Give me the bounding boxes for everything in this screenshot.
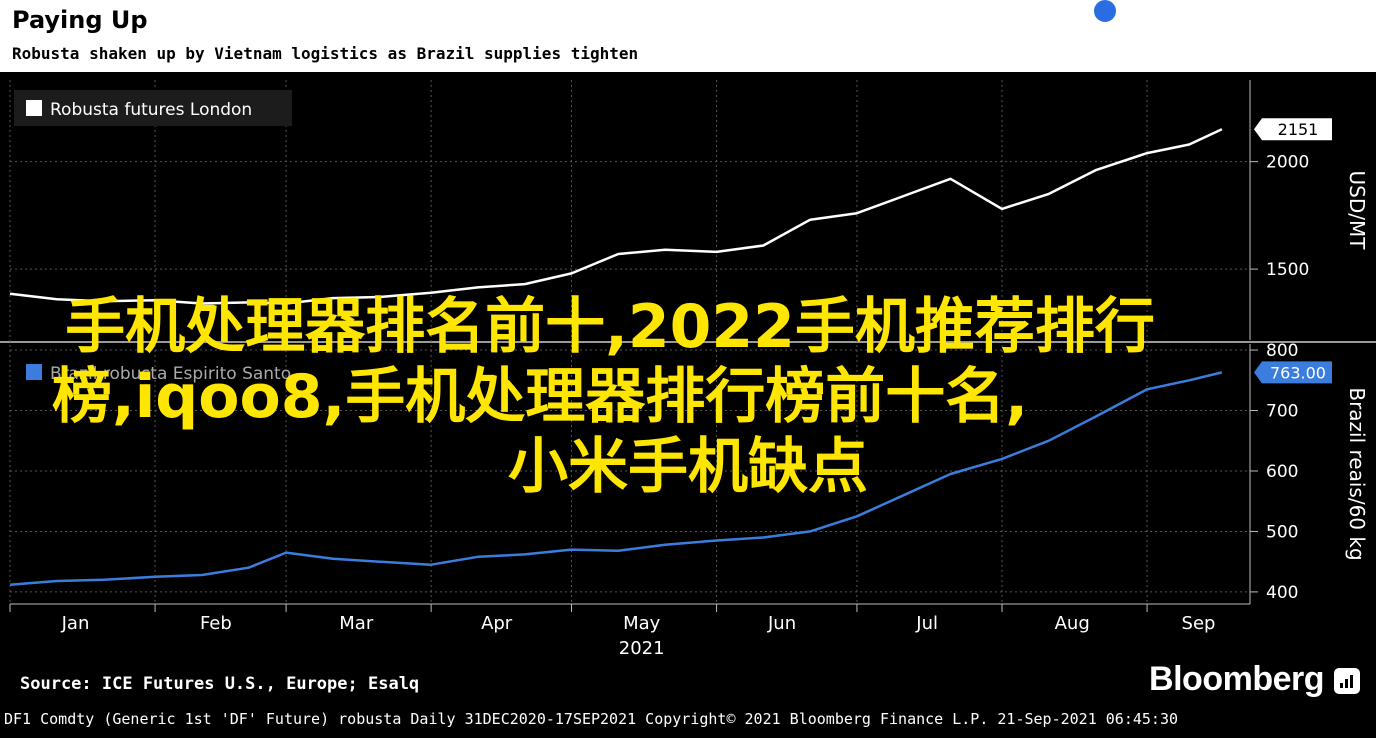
last-value-label-0: 2151 bbox=[1278, 120, 1319, 139]
x-tick-label-2: Mar bbox=[339, 613, 374, 634]
legend-swatch-0 bbox=[26, 100, 42, 116]
legend-label-0: Robusta futures London bbox=[50, 100, 252, 120]
chart-title: Paying Up bbox=[12, 6, 148, 34]
x-tick-label-8: Sep bbox=[1182, 613, 1216, 634]
x-tick-label-6: Jul bbox=[915, 613, 938, 634]
bloomberg-icon bbox=[1334, 668, 1360, 694]
chart: 1500 2000 USD/MT 2151 Robusta futures London… bbox=[0, 80, 1376, 659]
overlay-caption-line-2: 榜,iqoo8,手机处理器排行榜前十名, bbox=[51, 362, 1029, 432]
chart-header: Paying Up Robusta shaken up by Vietnam l… bbox=[0, 0, 1376, 72]
x-year-label: 2021 bbox=[619, 638, 665, 659]
legend-label-1: Brazil robusta Espirito Santo bbox=[50, 364, 291, 384]
x-tick-label-5: Jun bbox=[767, 613, 796, 634]
legend-swatch-1 bbox=[26, 364, 42, 380]
chart-subtitle: Robusta shaken up by Vietnam logistics a… bbox=[12, 44, 639, 63]
x-tick-label-4: May bbox=[623, 613, 661, 634]
overlay-caption-line-1: 手机处理器排名前十,2022手机推荐排行 bbox=[65, 292, 1155, 362]
y-tick-label-0-0: 1500 bbox=[1266, 260, 1309, 280]
footer-meta: DF1 Comdty (Generic 1st 'DF' Future) rob… bbox=[4, 710, 1178, 728]
last-value-box-0 bbox=[1254, 118, 1332, 141]
y-tick-label-1-2: 600 bbox=[1266, 462, 1298, 482]
source-note: Source: ICE Futures U.S., Europe; Esalq bbox=[20, 674, 420, 694]
y-axis-label-0: USD/MT bbox=[1345, 171, 1369, 251]
x-tick-label-3: Apr bbox=[481, 613, 513, 634]
last-value-box-1 bbox=[1254, 361, 1332, 384]
y-tick-label-1-3: 700 bbox=[1266, 402, 1298, 422]
blue-dot bbox=[1094, 0, 1116, 22]
bloomberg-logo: Bloomberg bbox=[1149, 660, 1324, 698]
series-line-0 bbox=[9, 128, 1223, 305]
x-tick-label-1: Feb bbox=[200, 613, 232, 634]
y-tick-label-1-4: 800 bbox=[1266, 341, 1298, 361]
y-tick-label-1-0: 400 bbox=[1266, 583, 1298, 603]
y-tick-label-1-1: 500 bbox=[1266, 522, 1298, 542]
series-line-1 bbox=[9, 371, 1223, 586]
x-tick-label-7: Aug bbox=[1055, 613, 1090, 634]
last-value-label-1: 763.00 bbox=[1270, 363, 1326, 382]
legend-box-0 bbox=[14, 90, 292, 126]
y-axis-label-1: Brazil reais/60 kg bbox=[1345, 387, 1369, 560]
x-tick-label-0: Jan bbox=[61, 613, 90, 634]
overlay-caption-line-3: 小米手机缺点 bbox=[508, 432, 868, 502]
y-tick-label-0-1: 2000 bbox=[1266, 153, 1309, 173]
